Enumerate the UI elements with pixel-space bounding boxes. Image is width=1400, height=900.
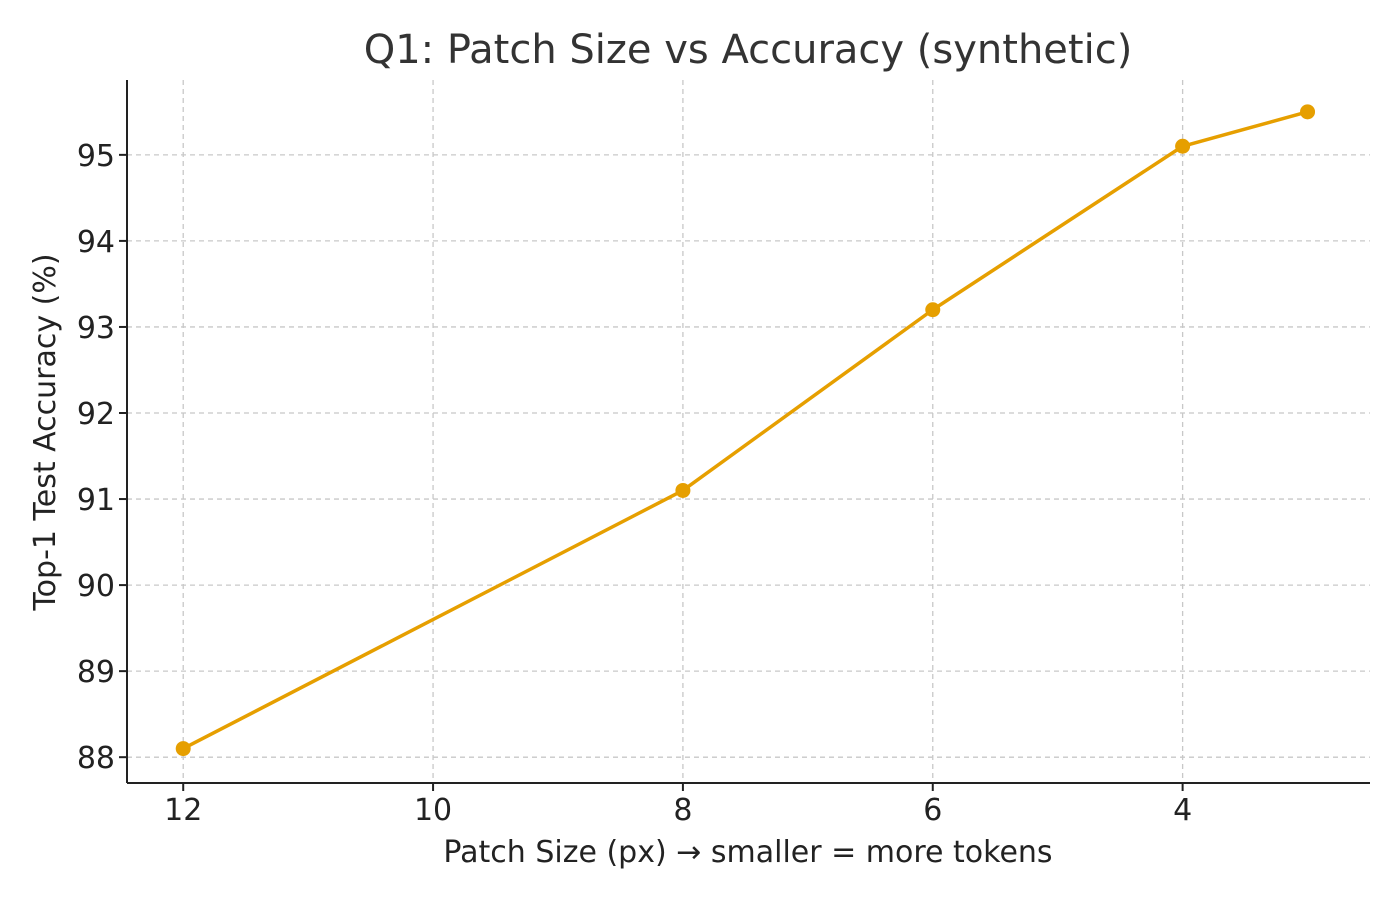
y-tick-label: 93 [77, 311, 115, 346]
x-tick-label: 10 [414, 793, 452, 828]
x-tick-label: 4 [1173, 793, 1192, 828]
axes [126, 80, 1370, 784]
x-tick-label: 12 [164, 793, 202, 828]
x-tick-label: 8 [673, 793, 692, 828]
y-tick-label: 90 [77, 569, 115, 604]
x-axis-label: Patch Size (px) → smaller = more tokens [443, 835, 1052, 870]
y-tick-label: 92 [77, 397, 115, 432]
series [175, 104, 1316, 757]
y-tick-label: 91 [77, 483, 115, 518]
y-tick-label: 95 [77, 139, 115, 174]
data-point [1300, 104, 1316, 120]
y-tick-label: 88 [77, 741, 115, 776]
x-tick-label: 6 [923, 793, 942, 828]
data-point [175, 741, 191, 757]
data-point [925, 302, 941, 318]
ticks: 12 10 8 6 4 88 89 90 91 92 93 94 95 [77, 139, 1192, 828]
grid [127, 80, 1370, 783]
data-point [1175, 138, 1191, 154]
y-tick-label: 89 [77, 655, 115, 690]
series-line-0 [181, 110, 1310, 751]
y-tick-label: 94 [77, 225, 115, 260]
chart-title: Q1: Patch Size vs Accuracy (synthetic) [364, 27, 1133, 73]
y-axis-label: Top-1 Test Accuracy (%) [28, 253, 63, 611]
data-point [675, 482, 691, 498]
